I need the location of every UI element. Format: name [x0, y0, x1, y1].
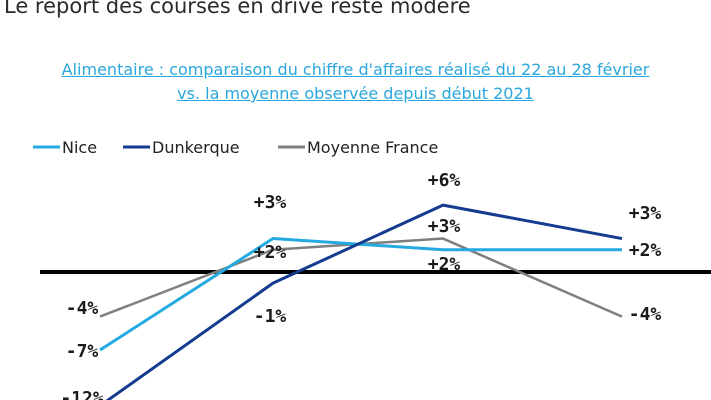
legend-label-2[interactable]: Moyenne France	[307, 138, 438, 157]
data-label-2-1: +2%	[254, 242, 287, 263]
chart-subtitle-line1[interactable]: Alimentaire : comparaison du chiffre d'a…	[61, 60, 650, 79]
page-title: Le report des courses en drive reste mod…	[4, 0, 471, 18]
data-label-1-0: -12%	[60, 388, 104, 400]
data-label-2-0: -4%	[66, 298, 99, 319]
series-line-1[interactable]	[100, 203, 623, 400]
data-label-0-1: +3%	[254, 192, 287, 213]
data-label-1-2: +6%	[428, 170, 461, 191]
data-label-0-3: +2%	[629, 240, 662, 261]
series-layer	[99, 203, 623, 400]
data-label-0-0: -7%	[66, 341, 99, 362]
chart-subtitle-line2[interactable]: vs. la moyenne observée depuis début 202…	[177, 84, 534, 103]
legend-label-0[interactable]: Nice	[62, 138, 97, 157]
series-line-0[interactable]	[99, 237, 622, 352]
data-label-2-3: -4%	[629, 304, 662, 325]
chart-legend: Nice Dunkerque Moyenne France	[33, 138, 438, 157]
data-label-1-1: -1%	[254, 306, 287, 327]
data-label-1-3: +3%	[629, 203, 662, 224]
data-label-2-2: +3%	[428, 216, 461, 237]
data-labels: -7% +3% +2% -12% -1% +6% +3% -4% +2% +3% -4% +2%	[60, 170, 661, 400]
data-label-extra-0: +2%	[428, 254, 461, 275]
legend-label-1[interactable]: Dunkerque	[152, 138, 240, 157]
